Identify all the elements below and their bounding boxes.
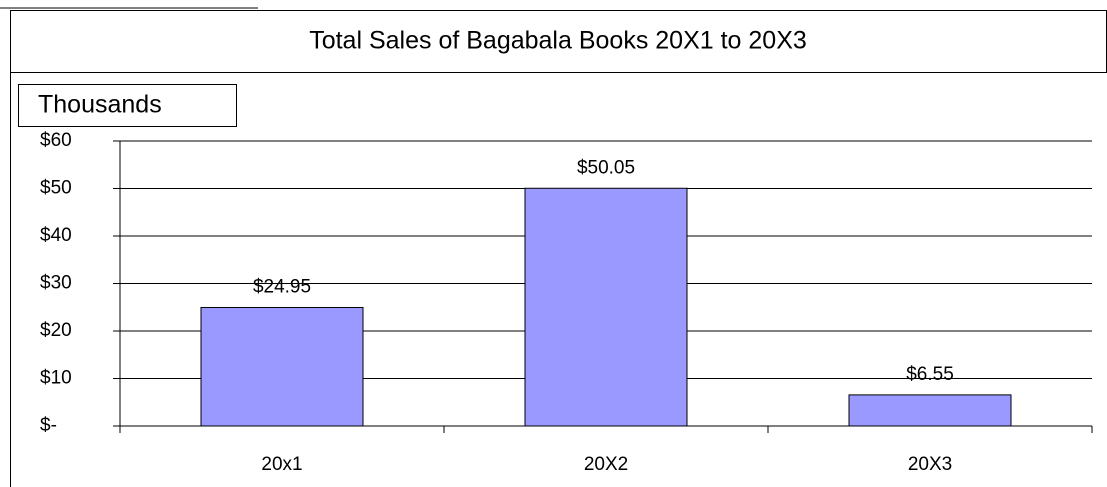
y-tick-label: $50 — [40, 178, 72, 199]
bar — [200, 306, 364, 427]
x-tick-label: 20X2 — [584, 454, 628, 475]
y-tick-label: $10 — [40, 368, 72, 389]
x-tick-label: 20x1 — [261, 454, 302, 475]
chart-title: Total Sales of Bagabala Books 20X1 to 20… — [309, 27, 807, 55]
y-tick-label: $60 — [40, 130, 72, 151]
ylabel-box — [18, 84, 237, 127]
y-tick-label: $40 — [40, 225, 72, 246]
title-box — [10, 10, 1107, 73]
y-axis-label: Thousands — [38, 91, 162, 119]
y-tick-label: $30 — [40, 273, 72, 294]
x-tick-label: 20X3 — [908, 454, 952, 475]
y-tick-label: $- — [40, 415, 57, 436]
data-label: $50.05 — [577, 157, 635, 178]
bar — [848, 394, 1012, 427]
y-tick-label: $20 — [40, 320, 72, 341]
data-label: $24.95 — [253, 277, 311, 298]
data-label: $6.55 — [906, 364, 954, 385]
bar — [524, 187, 688, 427]
